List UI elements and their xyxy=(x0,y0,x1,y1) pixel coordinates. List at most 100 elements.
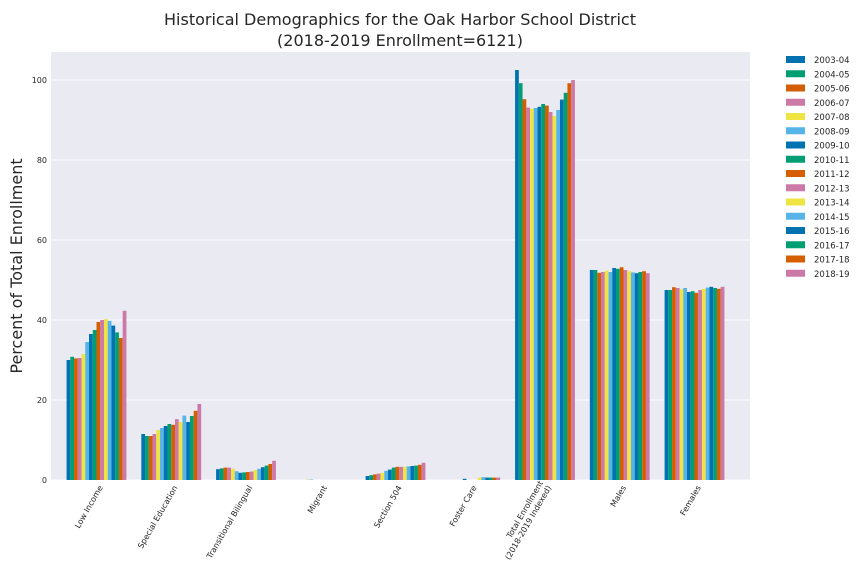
legend-swatch xyxy=(786,84,805,92)
bar xyxy=(103,319,108,480)
bar xyxy=(174,419,179,480)
bar xyxy=(533,108,538,480)
bar xyxy=(645,273,650,480)
bar xyxy=(145,436,149,480)
bar xyxy=(518,83,523,480)
bar xyxy=(593,270,598,480)
bar xyxy=(462,478,467,480)
bar xyxy=(417,464,422,480)
y-tick-label: 100 xyxy=(32,76,47,85)
bar xyxy=(548,112,553,480)
legend-label: 2005-06 xyxy=(814,85,850,95)
legend-label: 2007-08 xyxy=(814,113,850,123)
bar xyxy=(81,354,86,480)
bar xyxy=(376,473,381,480)
bar xyxy=(189,416,194,480)
bar xyxy=(608,272,613,480)
bar xyxy=(488,477,493,480)
bar xyxy=(373,474,377,480)
x-tick-label: Transitional Bilingual xyxy=(205,484,255,561)
legend-label: 2012-13 xyxy=(814,184,850,194)
bar xyxy=(690,291,695,480)
bar xyxy=(96,322,101,480)
x-tick-label-group: Low Income xyxy=(73,484,105,530)
bar xyxy=(66,360,71,480)
bar xyxy=(720,286,725,480)
legend-swatch xyxy=(786,170,805,177)
bar xyxy=(92,330,97,480)
bar xyxy=(672,287,676,480)
bar xyxy=(402,466,407,480)
bar xyxy=(253,470,258,480)
bar xyxy=(541,104,545,480)
legend-swatch xyxy=(786,155,805,163)
bar xyxy=(227,467,232,480)
bar xyxy=(249,471,254,480)
bar xyxy=(616,268,620,480)
x-tick-label-group: Special Education xyxy=(136,484,179,550)
bar xyxy=(167,424,172,480)
bar xyxy=(388,469,392,480)
bar xyxy=(492,477,497,480)
legend-swatch xyxy=(786,269,805,277)
bar xyxy=(260,467,265,480)
bar xyxy=(477,477,482,480)
bar xyxy=(242,472,246,480)
bar xyxy=(597,272,602,480)
bar xyxy=(559,99,564,480)
bar xyxy=(545,105,549,480)
y-tick-label: 0 xyxy=(42,476,47,485)
bar xyxy=(481,477,486,480)
legend-label: 2015-16 xyxy=(814,227,850,237)
bar xyxy=(77,358,82,480)
bar xyxy=(238,472,243,480)
legend-label: 2013-14 xyxy=(814,199,850,209)
bar xyxy=(384,470,389,480)
bar xyxy=(601,272,605,480)
bar xyxy=(391,467,396,480)
legend-swatch xyxy=(786,184,805,192)
x-tick-label-group: Transitional Bilingual xyxy=(205,484,255,561)
bar xyxy=(152,434,157,480)
bar xyxy=(701,288,706,480)
bar xyxy=(272,460,276,480)
bar xyxy=(115,332,119,480)
bar xyxy=(100,320,104,480)
legend-swatch xyxy=(786,198,805,206)
bar xyxy=(85,342,90,480)
x-tick-label: Migrant xyxy=(306,484,329,515)
bar xyxy=(623,270,628,480)
bar xyxy=(627,271,631,480)
bar xyxy=(563,92,568,481)
y-tick-label: 20 xyxy=(37,396,47,405)
legend-swatch xyxy=(786,255,805,263)
y-tick-label: 60 xyxy=(37,236,47,245)
legend-swatch xyxy=(786,113,805,120)
x-tick-label: Males xyxy=(609,484,628,509)
legend-label: 2009-10 xyxy=(814,142,850,152)
bar xyxy=(675,288,680,480)
bar xyxy=(122,310,127,480)
bar xyxy=(612,268,617,480)
y-tick-label: 80 xyxy=(37,156,47,165)
x-tick-label: Females xyxy=(678,484,702,517)
bar xyxy=(716,288,721,480)
bar xyxy=(141,434,146,480)
bar xyxy=(193,410,198,480)
bar xyxy=(178,422,183,480)
bar xyxy=(552,116,557,480)
bar xyxy=(571,80,575,480)
bar xyxy=(515,70,519,480)
x-tick-label-group: Females xyxy=(678,484,702,517)
bar xyxy=(264,465,269,480)
legend-label: 2006-07 xyxy=(814,99,850,109)
bar xyxy=(526,107,531,480)
bar xyxy=(234,471,239,480)
bar xyxy=(589,270,594,480)
x-tick-label: Section 504 xyxy=(372,484,404,530)
bar xyxy=(118,338,123,480)
x-tick-label: Low Income xyxy=(73,484,105,530)
bar xyxy=(111,325,116,480)
legend-label: 2003-04 xyxy=(814,56,850,66)
legend-label: 2016-17 xyxy=(814,241,850,251)
